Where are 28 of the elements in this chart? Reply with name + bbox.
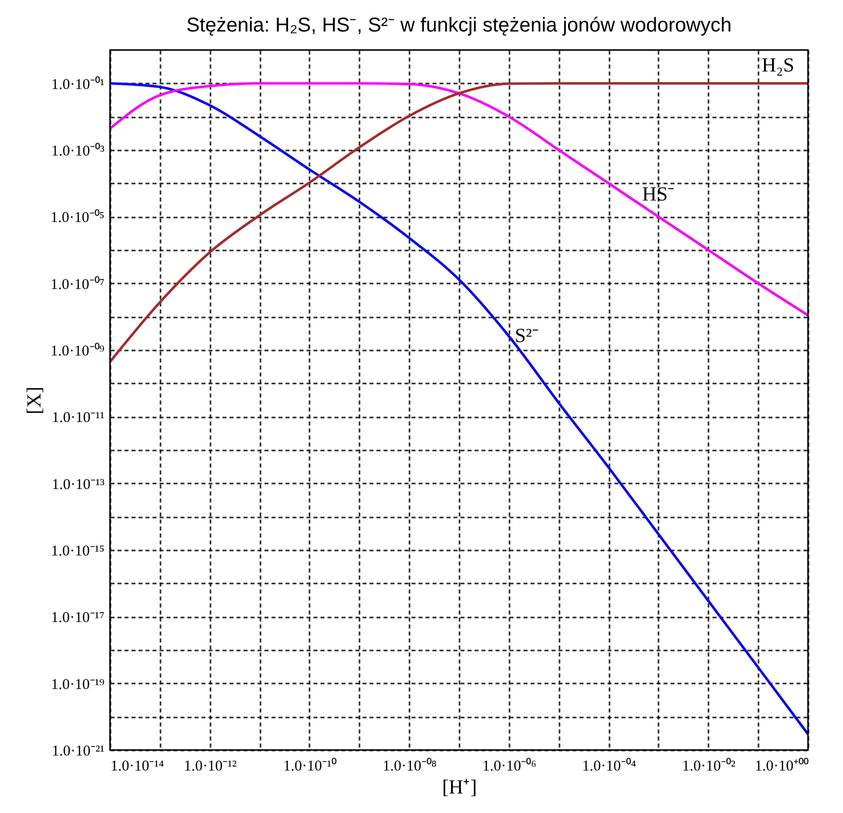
y-tick-label: 1.0·10⁻⁰⁷ — [50, 276, 104, 293]
y-tick-label: 1.0·10⁻¹⁵ — [51, 544, 104, 560]
series-label: H₂S — [762, 54, 794, 76]
y-tick-label: 1.0·10⁻⁰⁵ — [50, 209, 104, 226]
x-tick-label: 1.0·10⁻⁰⁴ — [582, 758, 636, 774]
y-tick-label: 1.0·10⁻¹⁹ — [51, 676, 104, 693]
x-tick-label: 1.0·10⁻⁰² — [682, 758, 736, 774]
line-series — [110, 82, 808, 364]
y-tick-label: 1.0·10⁻²¹ — [52, 744, 104, 760]
x-tick-label: 1.0·10⁻¹⁴ — [110, 758, 164, 774]
chart-title: Stężenia: H₂S, HS⁻, S²⁻ w funkcji stężenia jonów wodorowych — [186, 14, 732, 36]
x-tick-label: 1.0·10⁻¹² — [184, 758, 238, 774]
x-tick-label: 1.0·10⁻¹⁰ — [283, 758, 337, 774]
x-tick-label: 1.0·10⁻⁰⁶ — [482, 758, 536, 774]
x-tick-label: 1.0·10⁻⁰⁸ — [382, 758, 437, 774]
line-series — [110, 82, 808, 317]
series-label: S²⁻ — [514, 325, 539, 348]
y-tick-label: 1.0·10⁻⁰¹ — [51, 76, 104, 93]
x-axis-title: [H⁺] — [442, 776, 477, 798]
x-tick-label: 1.0·10⁺⁰⁰ — [754, 758, 808, 774]
y-axis-title: [X] — [24, 386, 46, 414]
y-tick-label: 1.0·10⁻⁰⁹ — [50, 342, 104, 360]
line-series — [110, 82, 808, 736]
series-label: HS⁻ — [642, 184, 675, 206]
y-tick-label: 1.0·10⁻⁰³ — [51, 142, 105, 160]
y-tick-label: 1.0·10⁻¹³ — [52, 476, 105, 493]
y-tick-label: 1.0·10⁻¹¹ — [52, 410, 104, 426]
y-tick-label: 1.0·10⁻¹⁷ — [51, 610, 104, 626]
